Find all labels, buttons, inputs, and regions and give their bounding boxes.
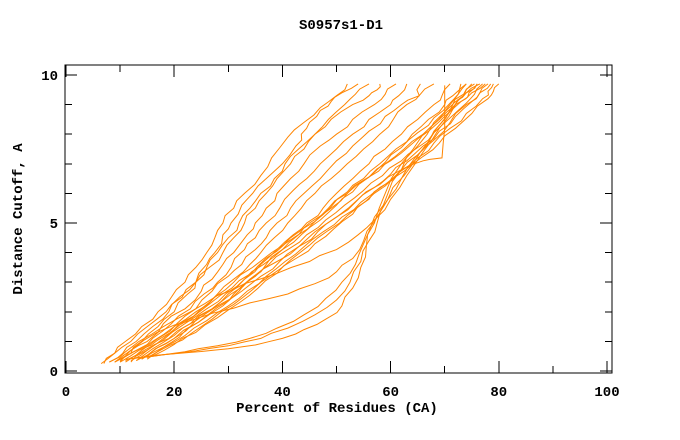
model-curve bbox=[147, 83, 467, 357]
model-curve bbox=[109, 83, 486, 363]
model-curve bbox=[130, 83, 435, 362]
x-tick-label: 80 bbox=[490, 385, 507, 401]
model-curve bbox=[125, 83, 481, 360]
model-curve bbox=[114, 83, 478, 363]
model-curve bbox=[114, 83, 478, 363]
x-tick-label: 0 bbox=[62, 385, 70, 401]
model-curve bbox=[100, 83, 381, 365]
model-curve bbox=[136, 83, 489, 362]
model-curve bbox=[109, 83, 370, 363]
model-curve bbox=[103, 83, 348, 364]
model-curve bbox=[125, 83, 421, 362]
x-axis-label: Percent of Residues (CA) bbox=[236, 401, 438, 417]
y-tick-label: 10 bbox=[41, 69, 58, 85]
x-tick-label: 100 bbox=[594, 385, 619, 401]
y-tick-label: 5 bbox=[50, 217, 58, 233]
model-curve bbox=[152, 83, 492, 357]
y-axis-label: Distance Cutoff, A bbox=[11, 143, 27, 295]
chart-title: S0957s1-D1 bbox=[299, 18, 383, 34]
model-curve bbox=[119, 83, 359, 363]
x-tick-label: 20 bbox=[166, 385, 183, 401]
plot-frame bbox=[64, 64, 613, 374]
model-curves bbox=[100, 83, 500, 365]
model-curve bbox=[141, 83, 494, 360]
model-curve bbox=[114, 83, 397, 363]
model-curve bbox=[136, 83, 475, 359]
x-tick-label: 60 bbox=[382, 385, 399, 401]
model-curve bbox=[136, 85, 446, 362]
x-tick-label: 40 bbox=[274, 385, 291, 401]
model-curve bbox=[146, 83, 500, 359]
y-tick-label: 0 bbox=[50, 365, 58, 381]
model-curve bbox=[119, 83, 408, 361]
axes: 0 20 40 60 80 100 0 5 10 bbox=[41, 64, 620, 401]
model-curve bbox=[130, 83, 467, 363]
